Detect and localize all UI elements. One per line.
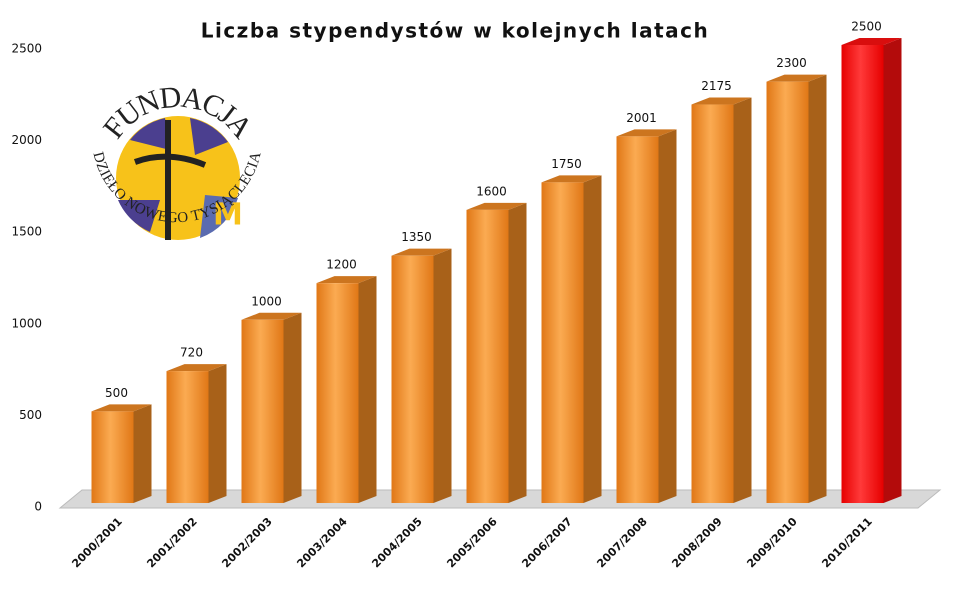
- bar-side: [658, 129, 677, 503]
- bar-front: [691, 104, 734, 503]
- bar-side: [208, 364, 227, 503]
- bar-top: [466, 202, 527, 210]
- bar-front: [766, 81, 809, 503]
- y-tick-label: 1500: [11, 225, 42, 239]
- x-tick-label: 2000/2001: [69, 515, 124, 570]
- bar-front: [166, 371, 209, 503]
- bar-side: [433, 248, 452, 503]
- bar-side: [808, 74, 827, 503]
- bar-side: [508, 202, 527, 503]
- bar-top: [841, 38, 902, 45]
- bar-side: [733, 97, 752, 503]
- bar-top: [691, 97, 752, 105]
- value-label: 1600: [476, 184, 507, 198]
- bar-front: [616, 136, 659, 503]
- bar-front: [241, 319, 284, 503]
- x-tick-label: 2002/2003: [219, 515, 274, 570]
- bar-side: [358, 276, 377, 503]
- y-tick-label: 0: [34, 500, 42, 514]
- bar-front: [391, 255, 434, 503]
- bar-top: [541, 175, 602, 183]
- bar-side: [883, 38, 902, 503]
- bar: [691, 97, 752, 503]
- bar: [541, 175, 602, 503]
- bar-front: [91, 411, 134, 503]
- bar-top: [316, 276, 377, 284]
- x-tick-label: 2005/2006: [444, 515, 500, 571]
- value-label: 1200: [326, 258, 357, 272]
- logo: M: [116, 116, 243, 240]
- value-label: 1000: [251, 294, 282, 308]
- bar-top: [391, 248, 452, 256]
- value-label: 1350: [401, 230, 432, 244]
- x-tick-label: 2008/2009: [669, 515, 724, 570]
- bar: [616, 129, 677, 503]
- bar-side: [283, 312, 302, 503]
- y-tick-label: 2500: [11, 42, 42, 56]
- bar-top: [616, 129, 677, 137]
- bar: [841, 38, 902, 503]
- bar-front: [841, 45, 884, 503]
- bar-front: [316, 283, 359, 503]
- bar-front: [466, 209, 509, 503]
- y-tick-label: 1000: [11, 316, 42, 330]
- value-label: 2500: [851, 20, 882, 34]
- chart-title: Liczba stypendystów w kolejnych latach: [201, 19, 710, 43]
- x-tick-label: 2001/2002: [144, 515, 199, 570]
- bar-side: [133, 404, 152, 503]
- value-label: 2001: [626, 111, 657, 125]
- x-tick-label: 2007/2008: [594, 515, 649, 570]
- svg-text:M: M: [213, 198, 243, 233]
- value-label: 1750: [551, 157, 582, 171]
- bar-top: [91, 404, 152, 412]
- x-tick-label: 2006/2007: [519, 515, 574, 570]
- bar-top: [241, 312, 302, 320]
- bar-top: [766, 74, 827, 82]
- value-label: 2300: [776, 56, 807, 70]
- bar-side: [583, 175, 602, 503]
- y-tick-label: 2000: [11, 133, 42, 147]
- bar: [391, 248, 452, 503]
- value-label: 500: [105, 386, 128, 400]
- bar: [166, 364, 227, 503]
- bar: [241, 312, 302, 503]
- value-label: 2175: [701, 79, 732, 93]
- bar: [466, 202, 527, 503]
- x-tick-label: 2009/2010: [744, 515, 800, 571]
- bar: [91, 404, 152, 503]
- x-tick-label: 2003/2004: [294, 515, 350, 571]
- x-tick-label: 2010/2011: [819, 515, 874, 570]
- y-tick-label: 500: [19, 408, 42, 422]
- value-label: 720: [180, 346, 203, 360]
- bar: [316, 276, 377, 503]
- x-tick-label: 2004/2005: [369, 515, 424, 570]
- bar-top: [166, 364, 227, 372]
- bar: [766, 74, 827, 503]
- bar-front: [541, 182, 584, 503]
